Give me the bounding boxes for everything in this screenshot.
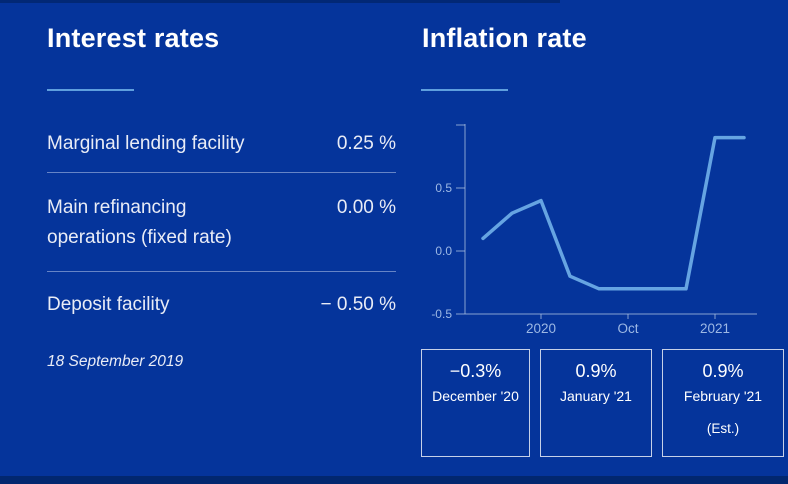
top-edge-strip <box>0 0 560 3</box>
row-divider <box>47 172 396 173</box>
rate-row-deposit-facility: Deposit facility − 0.50 % <box>47 290 396 320</box>
stat-label: January '21 <box>560 388 632 404</box>
title-accent-line <box>47 89 134 91</box>
svg-text:0.0: 0.0 <box>435 244 452 258</box>
inflation-stat-boxes: −0.3% December '20 0.9% January '21 0.9%… <box>421 349 784 457</box>
stat-label: December '20 <box>432 388 519 404</box>
svg-text:2020: 2020 <box>526 321 556 336</box>
inflation-rate-title: Inflation rate <box>422 23 587 53</box>
stat-box-february-estimate[interactable]: 0.9% February '21 (Est.) <box>662 349 784 457</box>
rate-value: 0.00 % <box>336 197 396 218</box>
svg-text:Oct: Oct <box>617 321 638 336</box>
stat-box-january[interactable]: 0.9% January '21 <box>540 349 652 457</box>
rate-value: − 0.50 % <box>320 294 396 315</box>
rate-label: Marginal lending facility <box>47 133 245 154</box>
row-divider <box>47 271 396 272</box>
bottom-edge-strip <box>0 476 788 484</box>
rate-label: Deposit facility <box>47 294 170 315</box>
rate-row-marginal-lending: Marginal lending facility 0.25 % <box>47 129 396 159</box>
stat-value: 0.9% <box>575 361 617 381</box>
stat-value: −0.3% <box>449 361 502 381</box>
inflation-chart-svg: 0.5 0.0 -0.5 2020 Oct 2021 <box>431 124 757 336</box>
stat-note: (Est.) <box>706 421 740 436</box>
svg-text:0.5: 0.5 <box>435 181 452 195</box>
interest-rates-title: Interest rates <box>47 23 220 53</box>
rate-row-main-refinancing: Main refinancing operations (fixed rate)… <box>47 193 396 253</box>
stat-label: February '21 <box>683 388 763 404</box>
stat-box-december[interactable]: −0.3% December '20 <box>421 349 530 457</box>
inflation-line-chart: 0.5 0.0 -0.5 2020 Oct 2021 <box>420 112 788 345</box>
rate-value: 0.25 % <box>336 133 396 154</box>
stat-value: 0.9% <box>702 361 744 381</box>
title-accent-line <box>421 89 508 91</box>
rates-effective-date: 18 September 2019 <box>47 353 184 370</box>
svg-text:2021: 2021 <box>700 321 730 336</box>
svg-text:-0.5: -0.5 <box>431 307 452 321</box>
rate-label: Main refinancing operations (fixed rate) <box>47 197 232 248</box>
